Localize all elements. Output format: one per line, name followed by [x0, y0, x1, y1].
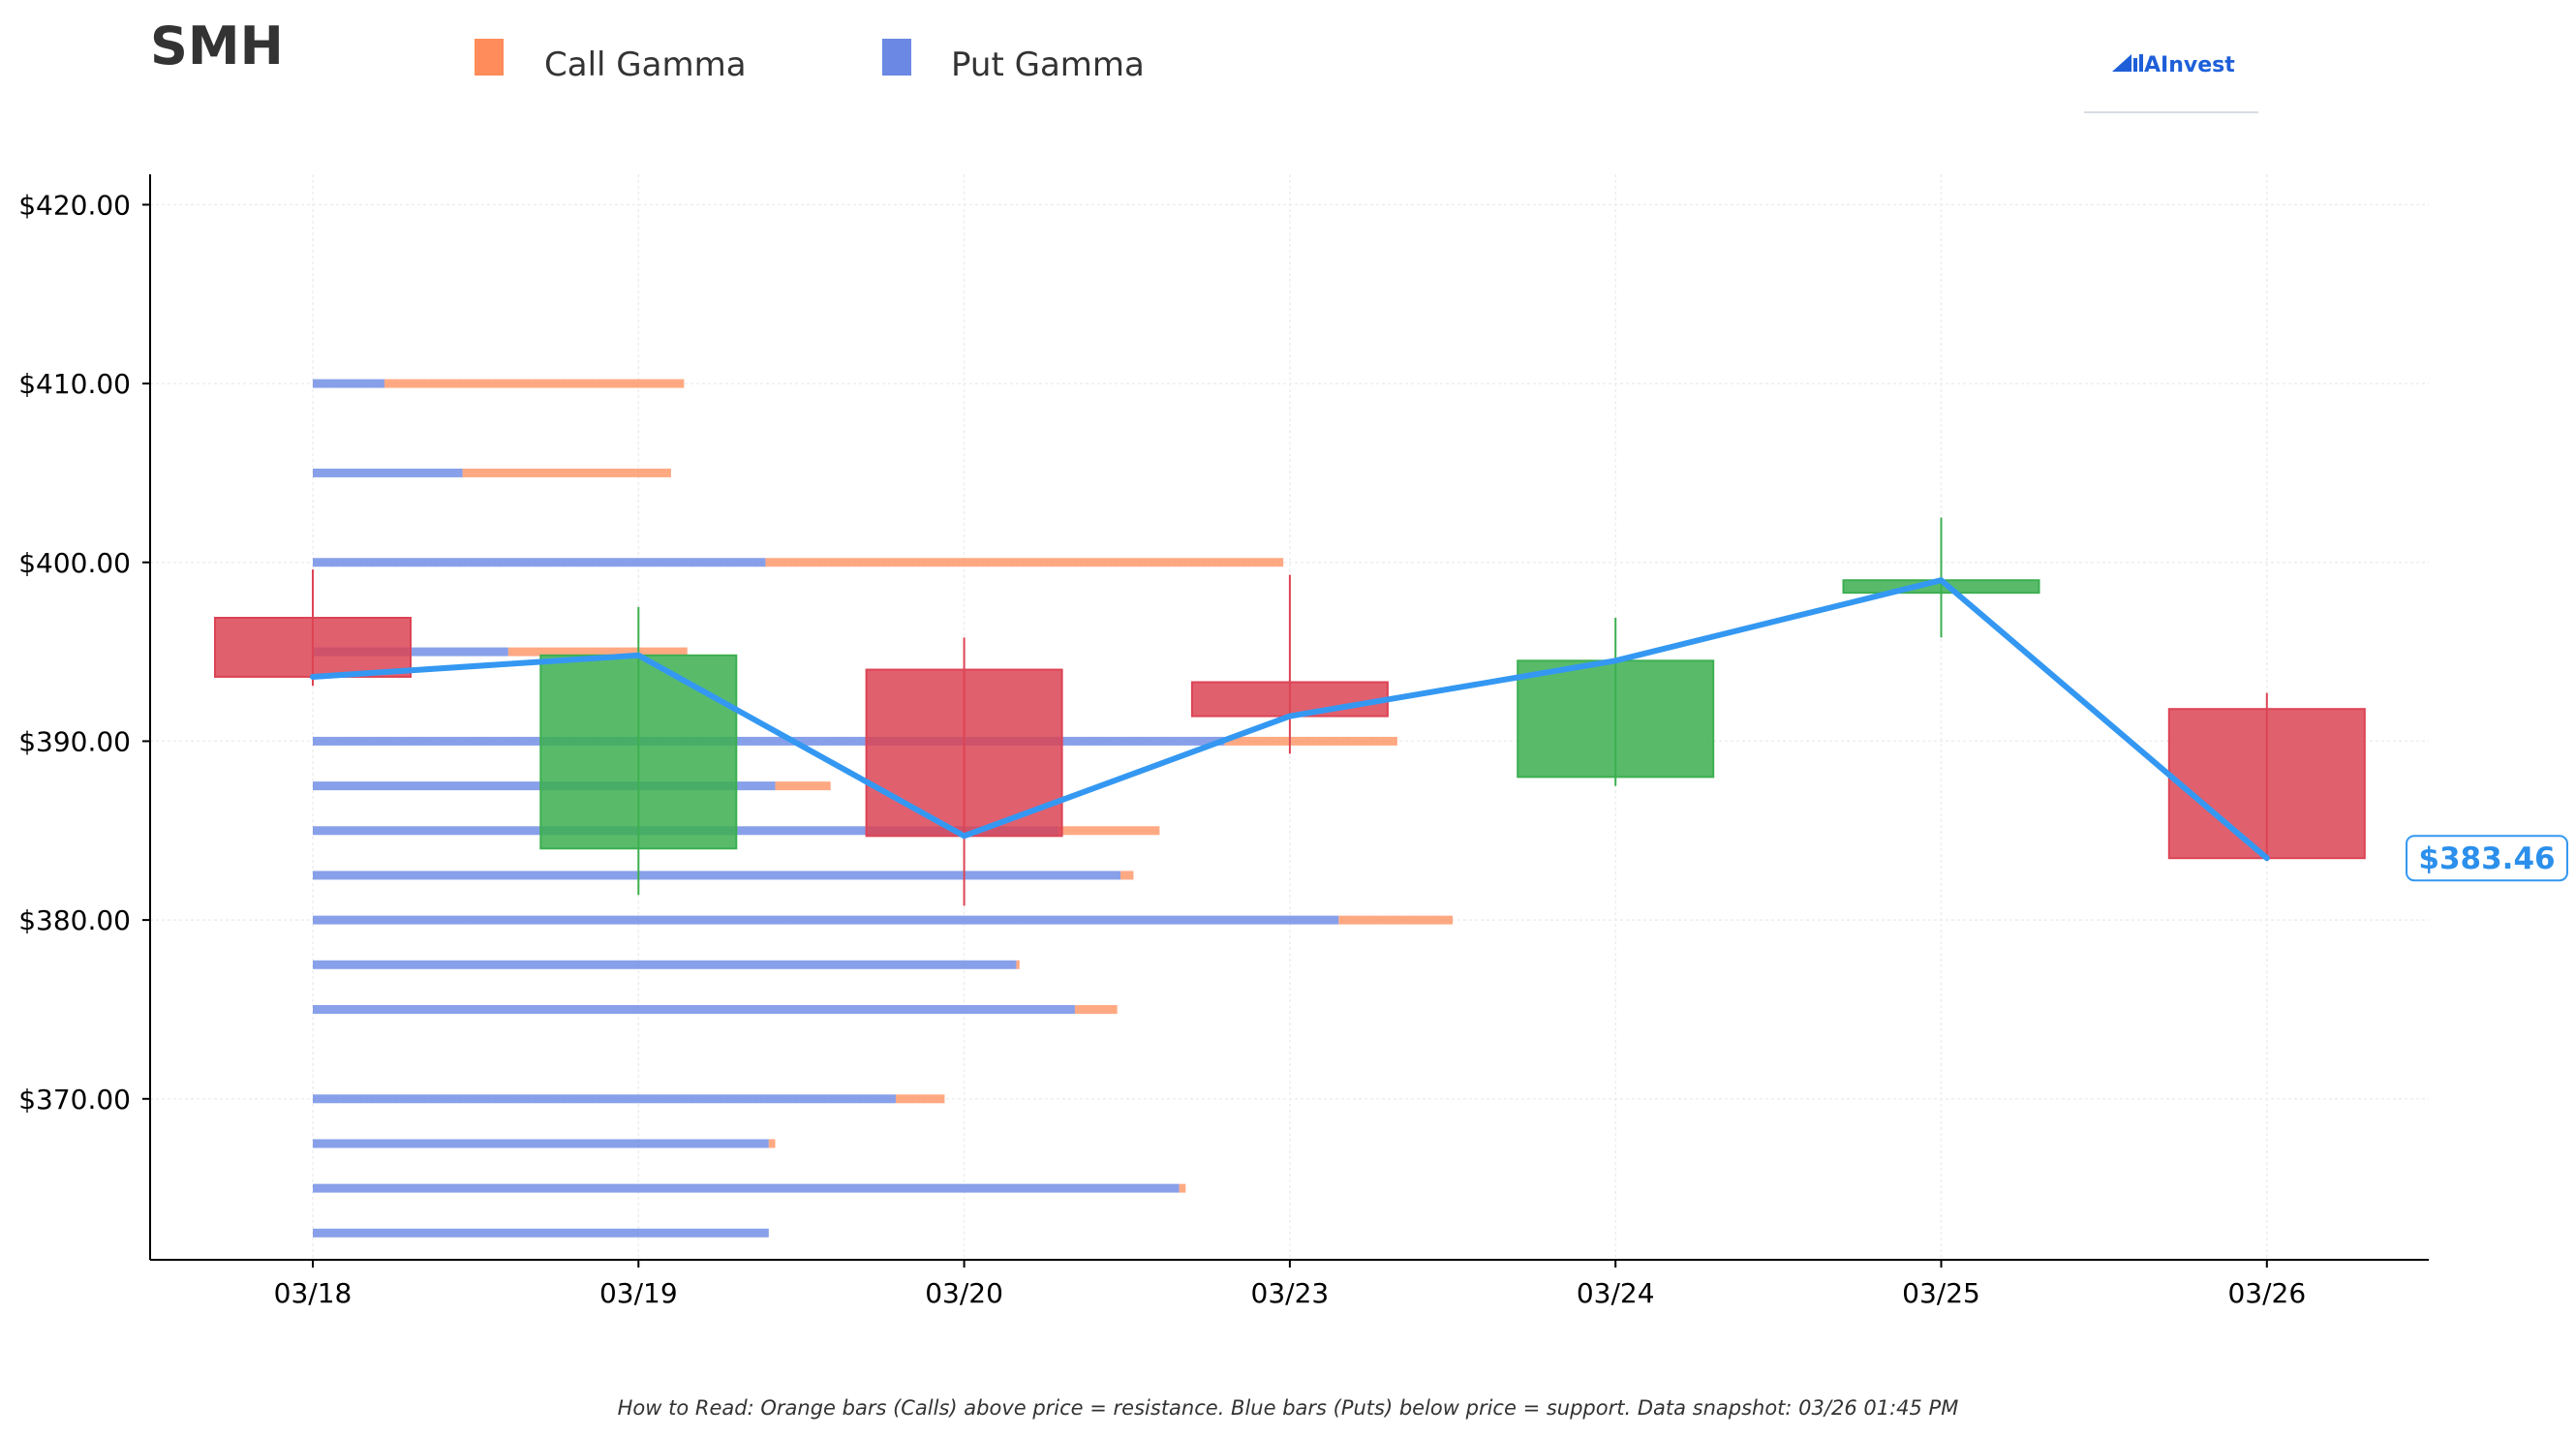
candle-body-03/19 [539, 654, 738, 850]
candle-body-03/20 [865, 668, 1063, 838]
call-gamma-bar-400 [765, 558, 1284, 567]
legend: Call Gamma Put Gamma [475, 39, 1145, 84]
call-gamma-bar-395 [507, 647, 688, 657]
footer-note: How to Read: Orange bars (Calls) above p… [618, 1396, 1959, 1420]
candle-body-03/26 [2167, 708, 2366, 860]
last-price-label: $383.46 [2418, 841, 2555, 876]
put-gamma-bar-400 [313, 558, 766, 567]
x-tick-label-0: 03/18 [274, 1277, 353, 1309]
put-gamma-bar-375 [313, 1004, 1075, 1014]
call-gamma-bar-410 [383, 379, 685, 388]
put-gamma-bar-382.5 [313, 871, 1121, 880]
x-tick-label-4: 03/24 [1577, 1277, 1655, 1309]
x-tick-label-1: 03/19 [599, 1277, 678, 1309]
put-gamma-bar-410 [313, 379, 384, 388]
ainvest-chart-logo-icon [2112, 54, 2143, 72]
call-gamma-bar-380 [1338, 915, 1454, 925]
call-gamma-bar-387.5 [775, 781, 831, 791]
call-gamma-bar-365 [1179, 1183, 1186, 1193]
call-gamma-bar-385 [1058, 826, 1160, 836]
y-tick-label-0: $370.00 [18, 1084, 131, 1116]
candle-body-03/23 [1190, 681, 1389, 718]
call-gamma-bar-370 [895, 1094, 945, 1104]
put-gamma-bar-380 [313, 915, 1339, 925]
call-gamma-bar-377.5 [1016, 960, 1020, 969]
put-gamma-bar-370 [313, 1094, 896, 1104]
x-tick-label-6: 03/26 [2227, 1277, 2306, 1309]
call-gamma-bar-382.5 [1120, 871, 1134, 880]
ainvest-logo: AInvest [2084, 53, 2258, 113]
put-gamma-bar-362.5 [313, 1228, 769, 1238]
y-tick-label-4: $410.00 [18, 368, 131, 400]
legend-call-swatch [475, 39, 504, 76]
ticker-title: SMH [150, 15, 284, 76]
logo-text: AInvest [2144, 53, 2235, 77]
y-tick-label-1: $380.00 [18, 904, 131, 936]
x-tick-label-3: 03/23 [1251, 1277, 1330, 1309]
put-gamma-bar-365 [313, 1183, 1180, 1193]
x-tick-label-2: 03/20 [925, 1277, 1003, 1309]
legend-put-label: Put Gamma [951, 46, 1145, 84]
y-tick-label-5: $420.00 [18, 189, 131, 221]
x-tick-label-5: 03/25 [1902, 1277, 1980, 1309]
call-gamma-bar-367.5 [768, 1139, 776, 1148]
candle-body-03/24 [1517, 659, 1715, 779]
y-tick-label-2: $390.00 [18, 725, 131, 757]
candle-body-03/18 [214, 617, 412, 678]
put-gamma-bar-405 [313, 468, 463, 477]
legend-call-label: Call Gamma [544, 46, 747, 84]
put-gamma-bar-390 [313, 736, 1225, 746]
call-gamma-bar-375 [1074, 1004, 1118, 1014]
legend-put-swatch [882, 39, 911, 76]
put-gamma-bar-377.5 [313, 960, 1017, 969]
call-gamma-bar-405 [462, 468, 671, 477]
last-price-badge [2406, 835, 2568, 882]
call-gamma-bar-390 [1224, 736, 1397, 746]
y-tick-label-3: $400.00 [18, 547, 131, 579]
put-gamma-bar-367.5 [313, 1139, 769, 1148]
close-price-line [310, 577, 2270, 862]
